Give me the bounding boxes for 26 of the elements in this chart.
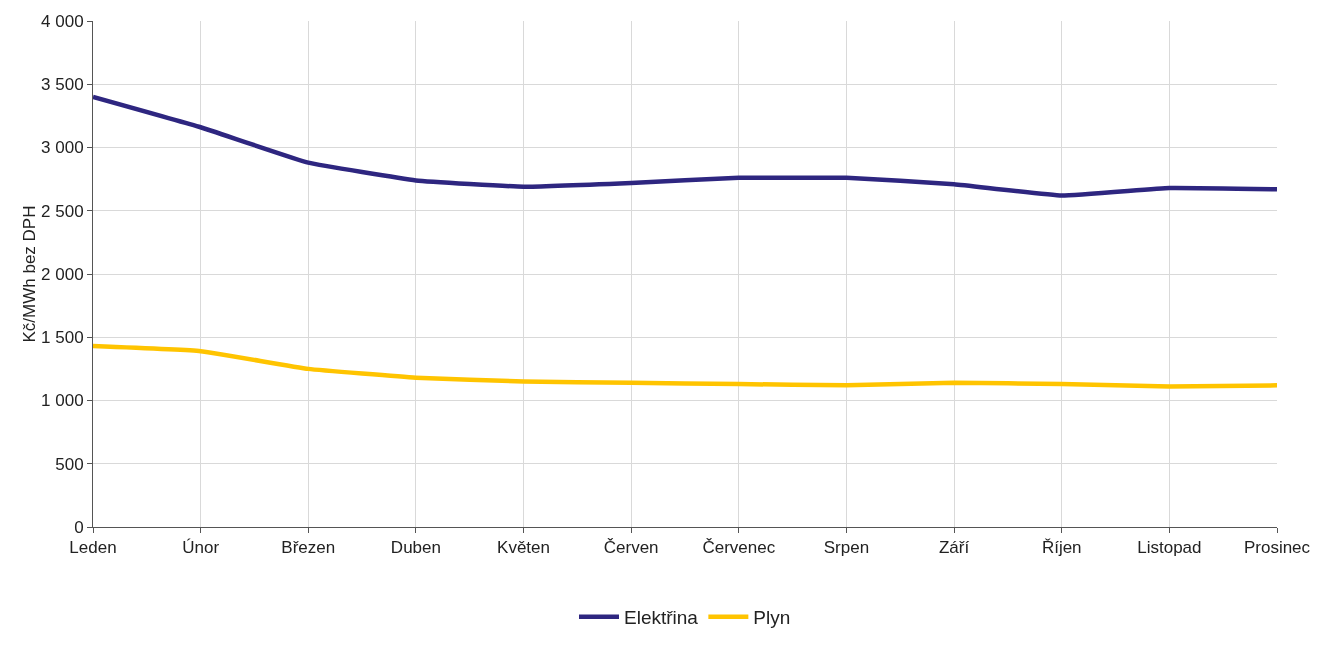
x-tick-label: Březen bbox=[281, 538, 336, 558]
x-tick-label: Leden bbox=[69, 538, 117, 558]
y-tick-label: 3 500 bbox=[41, 75, 84, 95]
y-axis-title: Kč/MWh bez DPH bbox=[20, 205, 40, 343]
x-tick-label: Duben bbox=[390, 538, 441, 558]
y-tick-label: 1 500 bbox=[41, 328, 84, 348]
y-tick-label: 3 000 bbox=[41, 138, 84, 158]
y-tick-label: 2 000 bbox=[41, 264, 84, 284]
x-tick-label: Říjen bbox=[1041, 538, 1082, 558]
x-tick-label: Červen bbox=[603, 538, 659, 558]
line-series bbox=[93, 343, 1277, 389]
legend-label: Plyn bbox=[753, 607, 791, 629]
x-tick-label: Květen bbox=[497, 538, 551, 558]
y-tick-label: 4 000 bbox=[41, 11, 84, 31]
x-tick-label: Srpen bbox=[823, 538, 870, 558]
x-tick-label: Září bbox=[938, 538, 970, 558]
legend-label: Elektřina bbox=[624, 607, 699, 629]
y-tick-label: 500 bbox=[55, 454, 84, 474]
x-tick-label: Únor bbox=[182, 538, 220, 558]
y-tick-label: 2 500 bbox=[41, 201, 84, 221]
line-series bbox=[93, 94, 1277, 198]
y-tick-label: 1 000 bbox=[41, 391, 84, 411]
x-tick-label: Prosinec bbox=[1243, 538, 1311, 558]
x-tick-label: Červenec bbox=[702, 538, 776, 558]
y-tick-label: 0 bbox=[74, 517, 84, 537]
x-tick-label: Listopad bbox=[1137, 538, 1202, 558]
